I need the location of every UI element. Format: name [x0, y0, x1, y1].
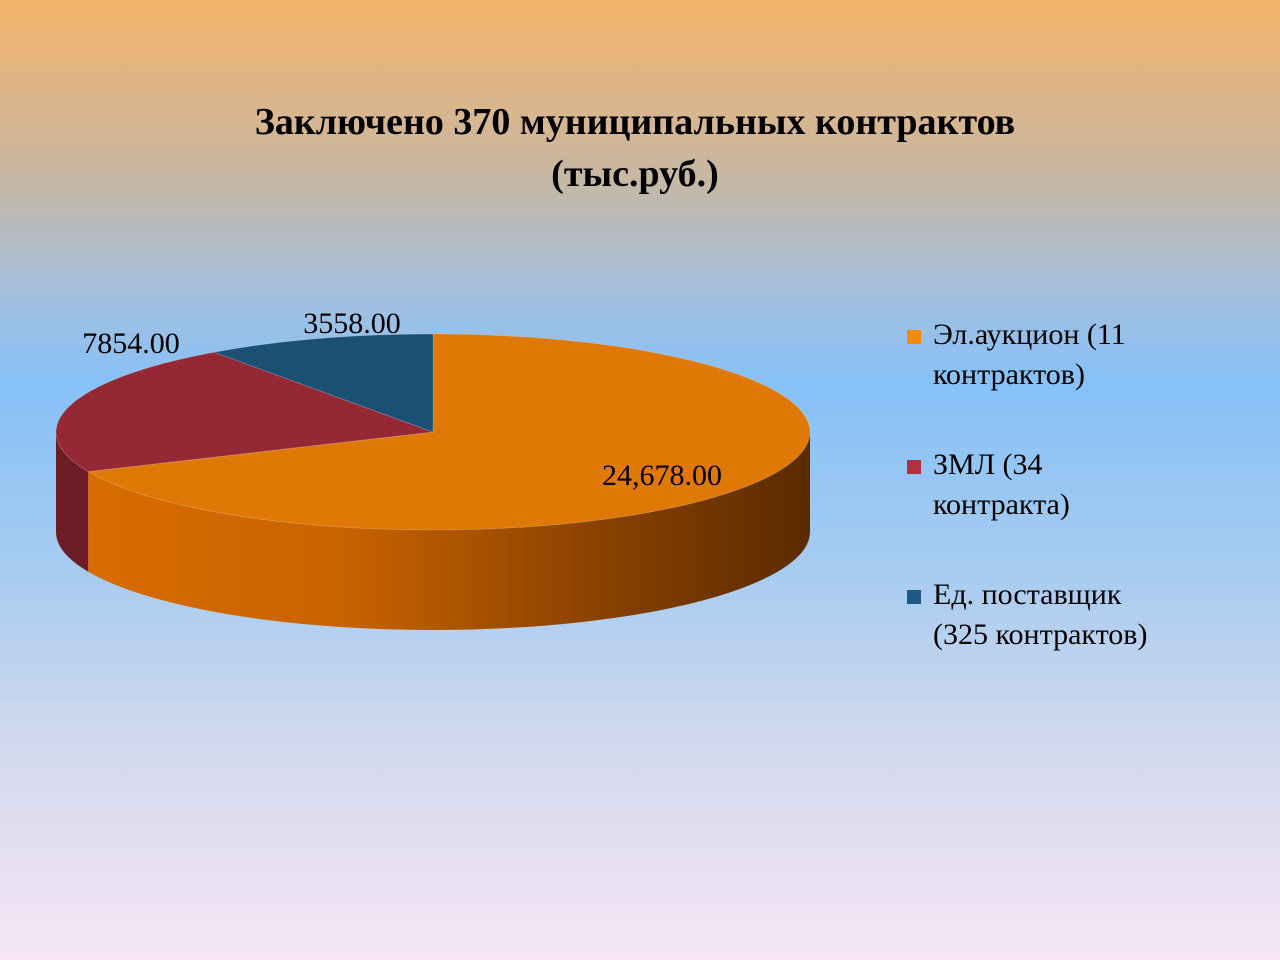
legend-label-el-auction-line-1: Эл.аукцион (11: [933, 318, 1126, 351]
pie-slice-zml: [55, 351, 434, 473]
legend-label-zml-line-2: контракта): [933, 488, 1070, 521]
legend-label-single-supplier-line-2: (325 контрактов): [933, 618, 1148, 651]
chart-title: Заключено 370 муниципальных контрактов (…: [0, 96, 1270, 200]
legend-label-zml-line-1: ЗМЛ (34: [933, 448, 1043, 481]
pie-slice-zml-side: [56, 432, 89, 572]
legend-swatch-el-auction: [907, 330, 921, 344]
data-label-single-supplier: 3558.00: [303, 307, 401, 340]
pie-slice-el-auction-side: [88, 432, 810, 630]
data-label-el-auction: 24,678.00: [602, 459, 722, 492]
pie-chart: 24,678.00 7854.00 3558.00: [55, 307, 811, 630]
pie-slice-el-auction: [86, 333, 811, 531]
pie-slice-single-supplier: [212, 333, 434, 433]
legend-item-el-auction: Эл.аукцион (11 контрактов): [905, 315, 1265, 395]
chart-title-line-1: Заключено 370 муниципальных контрактов: [254, 101, 1016, 143]
legend-swatch-zml: [907, 460, 921, 474]
legend-label-el-auction-line-2: контрактов): [933, 358, 1085, 391]
legend-item-zml: ЗМЛ (34 контракта): [905, 445, 1265, 525]
chart-legend: Эл.аукцион (11 контрактов) ЗМЛ (34 контр…: [905, 315, 1265, 705]
legend-label-single-supplier-line-1: Ед. поставщик: [933, 578, 1122, 611]
legend-swatch-single-supplier: [907, 590, 921, 604]
data-label-zml: 7854.00: [82, 327, 180, 360]
legend-item-single-supplier: Ед. поставщик (325 контрактов): [905, 575, 1265, 655]
chart-title-line-2: (тыс.руб.): [551, 153, 719, 195]
